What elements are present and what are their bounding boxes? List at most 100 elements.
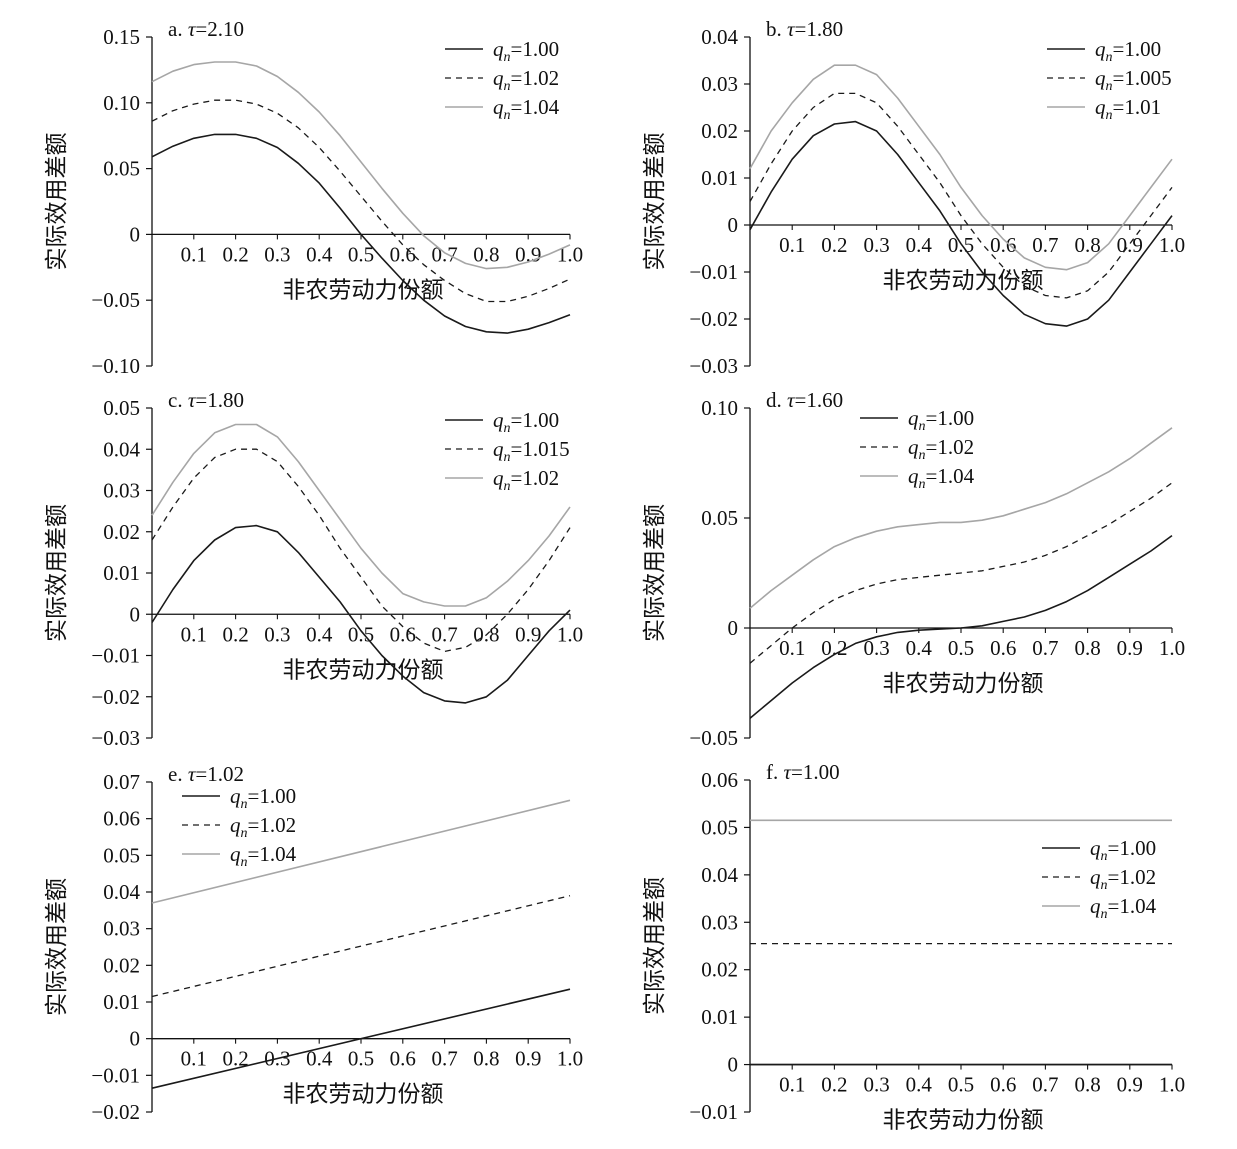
legend-label: qn=1.005 (1095, 66, 1172, 94)
y-tick-label: 0.01 (103, 561, 140, 585)
y-tick-label: 0 (728, 1053, 739, 1077)
x-tick-label: 1.0 (557, 1047, 583, 1071)
series-line (151, 61, 571, 270)
panel-title: d. τ=1.60 (766, 388, 843, 412)
x-axis-label: 非农劳动力份额 (883, 268, 1044, 294)
legend-label: qn=1.00 (1090, 836, 1156, 864)
series-line (151, 133, 571, 334)
x-tick-label: 0.5 (948, 636, 974, 660)
x-axis-label: 非农劳动力份额 (883, 671, 1044, 697)
x-tick-label: 0.8 (473, 1047, 499, 1071)
x-axis-label: 非农劳动力份额 (283, 657, 444, 683)
y-tick-label: 0.10 (701, 396, 738, 420)
y-tick-label: 0 (728, 213, 739, 237)
x-tick-label: 0.1 (779, 1073, 805, 1097)
legend-label: qn=1.015 (493, 437, 570, 465)
x-axis-label: 非农劳动力份额 (883, 1108, 1044, 1134)
y-tick-label: 0.05 (103, 843, 140, 867)
x-tick-label: 0.7 (1032, 1073, 1058, 1097)
y-tick-label: 0.15 (103, 25, 140, 49)
legend-label: qn=1.04 (908, 464, 975, 492)
y-tick-label: −0.01 (91, 644, 140, 668)
x-tick-label: 0.4 (906, 1073, 933, 1097)
x-tick-label: 0.4 (306, 622, 333, 646)
y-tick-label: 0.01 (701, 1005, 738, 1029)
x-tick-label: 0.2 (222, 622, 248, 646)
y-tick-label: 0.05 (701, 815, 738, 839)
x-tick-label: 0.5 (348, 242, 374, 266)
x-tick-label: 0.6 (390, 242, 416, 266)
y-tick-label: 0.02 (103, 953, 140, 977)
x-tick-label: 0.4 (306, 242, 333, 266)
x-tick-label: 1.0 (557, 622, 583, 646)
panel-title: c. τ=1.80 (168, 388, 244, 412)
y-tick-label: −0.01 (689, 1100, 738, 1124)
series-line (749, 534, 1173, 719)
x-tick-label: 0.3 (863, 1073, 889, 1097)
y-tick-label: 0.02 (701, 119, 738, 143)
y-tick-label: 0.06 (103, 807, 140, 831)
panel-title: f. τ=1.00 (766, 760, 840, 784)
y-tick-label: 0.03 (701, 910, 738, 934)
series-line (151, 524, 571, 704)
x-tick-label: 1.0 (557, 242, 583, 266)
series-line (749, 92, 1173, 299)
x-tick-label: 0.7 (431, 622, 457, 646)
legend-label: qn=1.02 (493, 66, 559, 94)
x-tick-label: 0.7 (1032, 636, 1058, 660)
legend-label: qn=1.04 (493, 95, 560, 123)
y-axis-label: 实际效用差额 (44, 878, 70, 1016)
x-tick-label: 0.8 (1074, 636, 1100, 660)
series-line (749, 427, 1173, 609)
y-tick-label: −0.05 (91, 288, 140, 312)
y-tick-label: 0.05 (103, 157, 140, 181)
x-tick-label: 0.6 (990, 233, 1016, 257)
legend-label: qn=1.02 (493, 466, 559, 494)
legend-label: qn=1.04 (1090, 894, 1157, 922)
y-axis-label: 实际效用差额 (642, 133, 668, 271)
x-tick-label: 0.2 (222, 242, 248, 266)
y-tick-label: 0.07 (103, 770, 140, 794)
y-tick-label: 0.03 (103, 917, 140, 941)
y-tick-label: 0.05 (701, 506, 738, 530)
series-line (749, 120, 1173, 327)
x-tick-label: 0.9 (1117, 636, 1143, 660)
x-axis-label: 非农劳动力份额 (283, 277, 444, 303)
y-tick-label: 0.04 (701, 25, 738, 49)
panel-title: e. τ=1.02 (168, 762, 244, 786)
x-tick-label: 0.3 (863, 233, 889, 257)
legend-label: qn=1.00 (493, 408, 559, 436)
y-tick-label: 0.01 (103, 990, 140, 1014)
x-tick-label: 0.9 (515, 622, 541, 646)
series-line (151, 423, 571, 607)
panel-b: 0.04 0.03 0.02 0.01 0 −0.01 −0.02 −0.03 0.1 0.2 0.… (642, 17, 1185, 378)
y-tick-label: −0.03 (91, 726, 140, 750)
panel-c: 0.05 0.04 0.03 0.02 0.01 0 −0.01 −0.02 −0.03 0.1 0… (44, 388, 583, 750)
x-tick-label: 0.9 (515, 1047, 541, 1071)
series-line (151, 448, 571, 653)
x-tick-label: 0.9 (1117, 1073, 1143, 1097)
panel-title: a. τ=2.10 (168, 17, 244, 41)
x-tick-label: 0.2 (821, 1073, 847, 1097)
y-tick-label: 0.10 (103, 91, 140, 115)
panel-e: 0.07 0.06 0.05 0.04 0.03 0.02 0.01 0 −0.01 −0.02 0… (44, 762, 583, 1124)
y-axis-label: 实际效用差额 (642, 504, 668, 642)
panel-d: 0.100.050−0.050.1 0.2 0.3 0.4 0.5 0.6 0.7 0.8 0.… (642, 388, 1185, 750)
panel-title: b. τ=1.80 (766, 17, 843, 41)
x-tick-label: 0.7 (431, 1047, 457, 1071)
x-tick-label: 1.0 (1159, 1073, 1185, 1097)
legend-label: qn=1.02 (230, 813, 296, 841)
legend-label: qn=1.01 (1095, 95, 1161, 123)
y-tick-label: −0.10 (91, 354, 140, 378)
series-line (749, 482, 1173, 664)
legend-label: qn=1.00 (230, 784, 296, 812)
y-tick-label: 0 (130, 1027, 141, 1051)
x-tick-label: 0.7 (1032, 233, 1058, 257)
y-tick-label: −0.02 (91, 685, 140, 709)
y-axis-label: 实际效用差额 (642, 877, 668, 1015)
x-tick-label: 0.6 (990, 1073, 1016, 1097)
y-tick-label: 0.03 (701, 72, 738, 96)
series-line (749, 64, 1173, 271)
